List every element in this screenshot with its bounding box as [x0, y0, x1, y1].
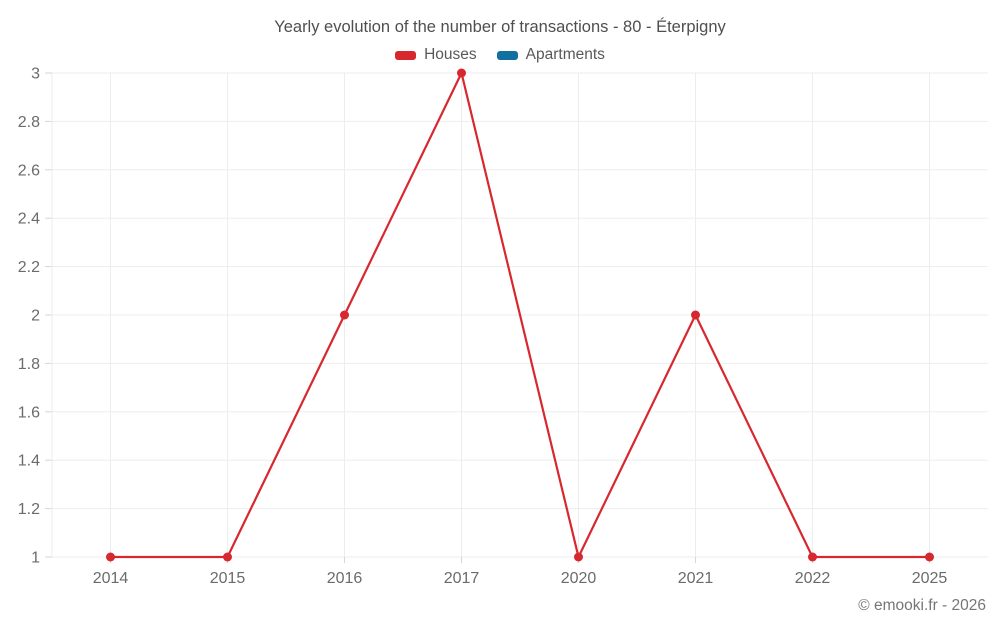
legend-item-apartments[interactable]: Apartments [496, 46, 605, 64]
apartments-swatch-icon [496, 50, 518, 60]
svg-text:2: 2 [31, 308, 40, 325]
svg-text:2016: 2016 [327, 570, 363, 587]
legend: Houses Apartments [0, 45, 1000, 65]
copyright: © emooki.fr - 2026 [858, 597, 986, 614]
svg-text:3: 3 [31, 66, 40, 83]
svg-text:2.8: 2.8 [18, 114, 40, 131]
svg-text:1.6: 1.6 [18, 404, 40, 421]
chart-title: Yearly evolution of the number of transa… [274, 18, 726, 36]
svg-text:2020: 2020 [561, 570, 597, 587]
svg-text:2025: 2025 [912, 570, 948, 587]
legend-item-houses[interactable]: Houses [395, 46, 477, 64]
svg-text:2.6: 2.6 [18, 162, 40, 179]
svg-text:1.2: 1.2 [18, 501, 40, 518]
svg-text:1.4: 1.4 [18, 453, 40, 470]
legend-label-houses: Houses [424, 46, 477, 63]
svg-text:2014: 2014 [93, 570, 129, 587]
svg-text:2.4: 2.4 [18, 211, 40, 228]
legend-label-apartments: Apartments [525, 46, 605, 63]
svg-text:2022: 2022 [795, 570, 831, 587]
svg-text:2015: 2015 [210, 570, 246, 587]
svg-text:1: 1 [31, 550, 40, 567]
svg-text:2017: 2017 [444, 570, 480, 587]
svg-text:2.2: 2.2 [18, 259, 40, 276]
svg-text:2021: 2021 [678, 570, 714, 587]
svg-text:1.8: 1.8 [18, 356, 40, 373]
houses-swatch-icon [395, 50, 417, 60]
